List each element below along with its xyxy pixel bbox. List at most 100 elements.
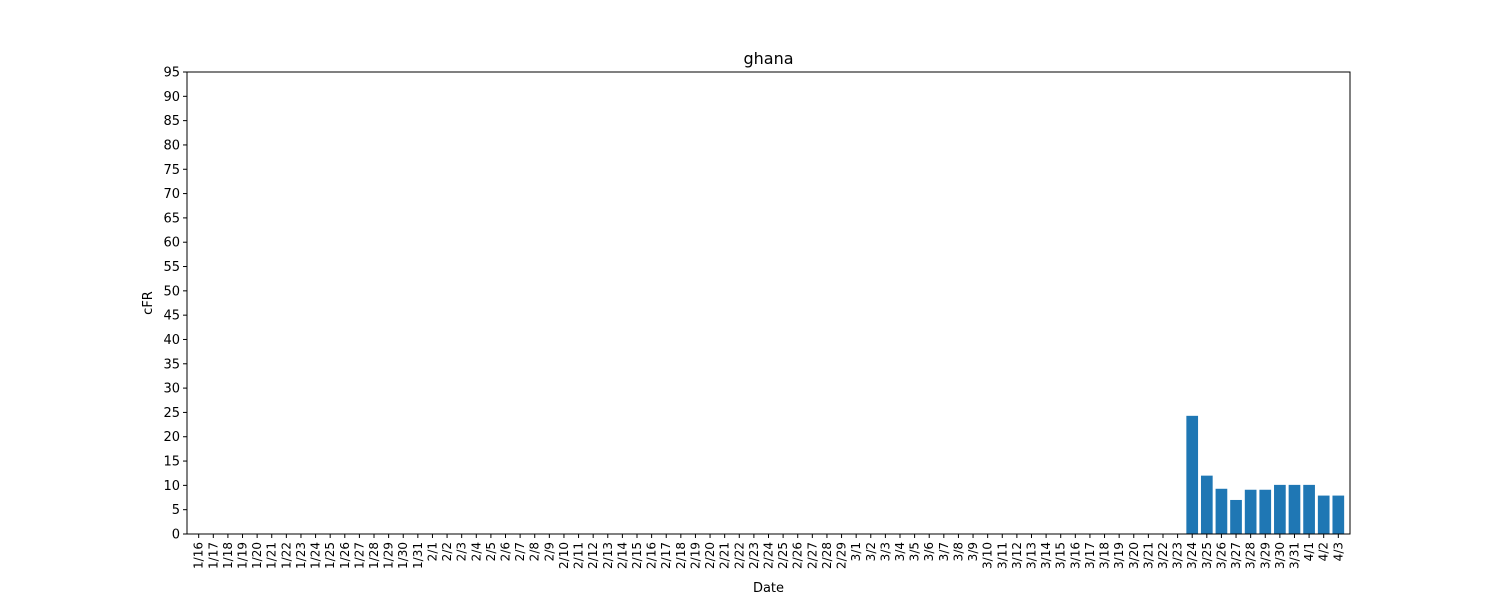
x-tick-label: 3/18 <box>1098 542 1112 569</box>
x-tick-label: 1/29 <box>382 542 396 569</box>
x-tick-label: 3/8 <box>951 542 965 561</box>
y-tick-label: 75 <box>163 163 180 178</box>
x-tick-label: 2/5 <box>484 542 498 561</box>
y-tick-label: 90 <box>163 90 180 105</box>
x-tick-label: 2/19 <box>688 542 702 569</box>
x-tick-label: 3/3 <box>878 542 892 561</box>
x-tick-label: 2/17 <box>659 542 673 569</box>
x-tick-label: 2/16 <box>645 542 659 569</box>
x-tick-label: 1/25 <box>323 542 337 569</box>
x-tick-label: 3/2 <box>864 542 878 561</box>
bar-3-29 <box>1259 489 1272 534</box>
x-tick-label: 2/10 <box>557 542 571 569</box>
x-tick-label: 4/3 <box>1331 542 1345 561</box>
x-tick-label: 3/31 <box>1287 542 1301 569</box>
x-tick-label: 3/22 <box>1156 542 1170 569</box>
x-tick-label: 3/20 <box>1127 542 1141 569</box>
x-tick-label: 4/2 <box>1317 542 1331 561</box>
x-tick-label: 1/16 <box>192 542 206 569</box>
x-tick-label: 2/14 <box>615 542 629 569</box>
chart-title: ghana <box>743 49 793 68</box>
bar-3-27 <box>1230 499 1242 534</box>
x-tick-label: 2/3 <box>455 542 469 561</box>
bar-3-24 <box>1186 415 1199 534</box>
x-tick-label: 1/20 <box>250 542 264 569</box>
x-tick-label: 3/25 <box>1200 542 1214 569</box>
x-tick-label: 3/26 <box>1214 542 1228 569</box>
x-tick-label: 2/7 <box>513 542 527 561</box>
x-tick-label: 2/20 <box>703 542 717 569</box>
y-tick-label: 35 <box>163 357 180 372</box>
x-tick-label: 3/14 <box>1039 542 1053 569</box>
x-tick-label: 2/27 <box>805 542 819 569</box>
x-tick-label: 2/11 <box>572 542 586 569</box>
x-tick-label: 2/29 <box>835 542 849 569</box>
x-tick-label: 2/2 <box>440 542 454 561</box>
x-tick-label: 3/4 <box>893 542 907 561</box>
x-tick-label: 3/17 <box>1083 542 1097 569</box>
x-tick-label: 1/17 <box>206 542 220 569</box>
y-tick-label: 80 <box>163 138 180 153</box>
bar-3-28 <box>1244 489 1257 534</box>
x-tick-label: 3/21 <box>1141 542 1155 569</box>
y-tick-label: 95 <box>163 66 180 81</box>
x-tick-label: 3/10 <box>981 542 995 569</box>
x-tick-label: 1/26 <box>338 542 352 569</box>
x-tick-label: 3/9 <box>966 542 980 561</box>
x-tick-label: 3/5 <box>908 542 922 561</box>
x-tick-label: 3/12 <box>1010 542 1024 569</box>
y-tick-label: 20 <box>163 430 180 445</box>
x-tick-label: 2/24 <box>762 542 776 569</box>
x-tick-label: 1/24 <box>309 542 323 569</box>
x-tick-label: 2/26 <box>791 542 805 569</box>
x-tick-label: 2/8 <box>528 542 542 561</box>
y-tick-label: 10 <box>163 479 180 494</box>
bar-3-30 <box>1274 484 1286 534</box>
x-tick-label: 3/15 <box>1054 542 1068 569</box>
bars-group <box>1186 415 1345 534</box>
x-tick-label: 3/27 <box>1229 542 1243 569</box>
plot-frame <box>186 71 1351 535</box>
x-tick-label: 3/19 <box>1112 542 1126 569</box>
bar-3-26 <box>1215 488 1228 534</box>
x-tick-label: 2/15 <box>630 542 644 569</box>
x-tick-label: 2/21 <box>718 542 732 569</box>
x-tick-label: 1/30 <box>396 542 410 569</box>
x-tick-label: 1/31 <box>411 542 425 569</box>
x-tick-label: 3/29 <box>1258 542 1272 569</box>
x-tick-label: 2/13 <box>601 542 615 569</box>
x-tick-label: 3/28 <box>1244 542 1258 569</box>
x-axis-label: Date <box>753 581 784 596</box>
y-tick-label: 55 <box>163 260 180 275</box>
x-tick-label: 1/19 <box>236 542 250 569</box>
x-tick-label: 2/6 <box>499 542 513 561</box>
y-tick-label: 60 <box>163 236 180 251</box>
x-tick-label: 3/30 <box>1273 542 1287 569</box>
y-tick-label: 40 <box>163 333 180 348</box>
y-tick-label: 0 <box>172 528 180 543</box>
y-axis-label: cFR <box>141 291 156 315</box>
x-tick-label: 2/25 <box>776 542 790 569</box>
bar-4-2 <box>1317 495 1330 534</box>
x-tick-label: 3/24 <box>1185 542 1199 569</box>
x-axis-ticks: 1/16 1/17 1/18 1/19 1/20 1/21 1/22 1/23 1/24 1/25… <box>192 534 1345 569</box>
x-tick-label: 2/22 <box>732 542 746 569</box>
x-tick-label: 2/12 <box>586 542 600 569</box>
x-tick-label: 3/13 <box>1024 542 1038 569</box>
x-tick-label: 1/21 <box>265 542 279 569</box>
x-tick-label: 3/23 <box>1171 542 1185 569</box>
x-tick-label: 3/6 <box>922 542 936 561</box>
x-tick-label: 3/7 <box>937 542 951 561</box>
bar-3-31 <box>1288 484 1301 534</box>
x-tick-label: 1/18 <box>221 542 235 569</box>
x-tick-label: 2/23 <box>747 542 761 569</box>
y-tick-label: 50 <box>163 284 180 299</box>
x-tick-label: 3/11 <box>995 542 1009 569</box>
y-axis-ticks: 0 5 10 15 20 25 30 35 40 45 50 55 60 65 70 75 80 85 90 95 <box>163 66 187 543</box>
bar-4-1 <box>1303 484 1315 534</box>
x-tick-label: 3/1 <box>849 542 863 561</box>
x-tick-label: 2/18 <box>674 542 688 569</box>
y-tick-label: 70 <box>163 187 180 202</box>
y-tick-label: 25 <box>163 406 180 421</box>
